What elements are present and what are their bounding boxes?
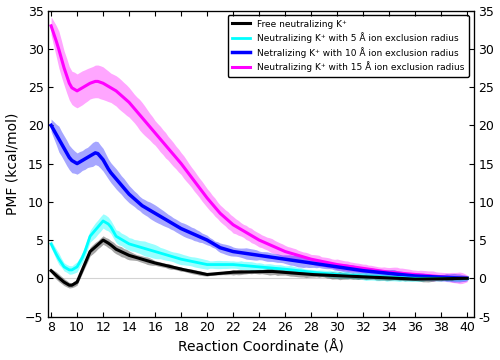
Legend: Free neutralizing K⁺, Neutralizing K⁺ with 5 Å ion exclusion radius, Netralizing: Free neutralizing K⁺, Neutralizing K⁺ wi… — [228, 15, 469, 77]
X-axis label: Reaction Coordinate (Å): Reaction Coordinate (Å) — [178, 340, 344, 355]
Y-axis label: PMF (kcal/mol): PMF (kcal/mol) — [6, 112, 20, 215]
